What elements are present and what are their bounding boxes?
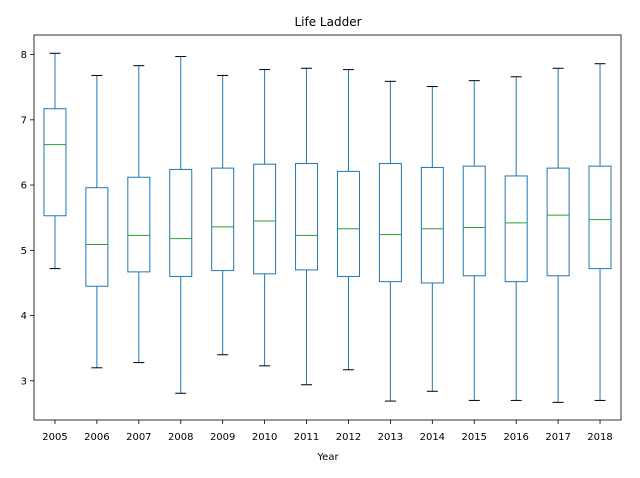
box-iqr: [546, 167, 570, 277]
box-group: [43, 52, 67, 270]
box-group: [420, 86, 444, 392]
box-group: [588, 63, 612, 401]
x-tick-label: 2010: [252, 432, 277, 443]
x-tick-label: 2012: [336, 432, 361, 443]
x-tick-label: 2008: [168, 432, 193, 443]
x-tick-label: 2014: [420, 432, 445, 443]
box-iqr: [336, 170, 360, 277]
boxes-layer: [43, 52, 612, 403]
box-iqr: [85, 187, 109, 287]
box-group: [253, 69, 277, 367]
box-iqr: [462, 165, 486, 277]
y-tick-label: 3: [21, 376, 27, 387]
x-axis-title: Year: [316, 452, 339, 463]
box-group: [462, 80, 486, 401]
box-iqr: [43, 108, 67, 217]
y-tick-label: 7: [21, 115, 27, 126]
box-iqr: [211, 167, 235, 272]
box-group: [504, 76, 528, 401]
x-axis: 2005 2006 2007 2008 2009 2010 2011 2012 2013 2014…: [42, 420, 613, 443]
box-iqr: [169, 168, 193, 277]
x-tick-label: 2007: [126, 432, 151, 443]
box-iqr: [504, 175, 528, 283]
x-tick-label: 2018: [587, 432, 612, 443]
x-tick-label: 2013: [378, 432, 403, 443]
x-tick-label: 2011: [294, 432, 319, 443]
box-group: [336, 69, 360, 371]
box-iqr: [588, 165, 612, 270]
box-iqr: [420, 166, 444, 284]
box-iqr: [378, 163, 402, 283]
y-tick-label: 4: [21, 311, 27, 322]
box-iqr: [253, 163, 277, 275]
y-tick-label: 6: [21, 181, 27, 192]
x-tick-label: 2006: [84, 432, 109, 443]
x-tick-label: 2015: [462, 432, 487, 443]
box-iqr: [295, 163, 319, 271]
box-group: [378, 80, 402, 402]
x-tick-label: 2016: [503, 432, 528, 443]
x-tick-label: 2009: [210, 432, 235, 443]
box-group: [211, 74, 235, 356]
box-iqr: [127, 176, 151, 273]
y-tick-label: 8: [21, 50, 27, 61]
y-axis: 3 4 5 6 7 8: [21, 50, 34, 387]
x-tick-label: 2005: [42, 432, 67, 443]
y-tick-label: 5: [21, 246, 27, 257]
box-group: [85, 74, 109, 369]
box-group: [295, 67, 319, 386]
box-group: [546, 67, 570, 403]
x-tick-label: 2017: [545, 432, 570, 443]
box-group: [127, 65, 151, 364]
box-group: [169, 56, 193, 394]
plot-frame: [33, 34, 622, 421]
chart-title: Life Ladder: [294, 15, 361, 29]
